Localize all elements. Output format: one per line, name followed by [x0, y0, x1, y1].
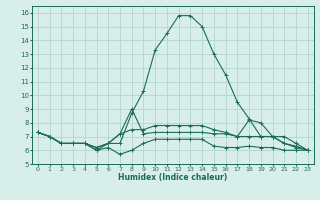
- X-axis label: Humidex (Indice chaleur): Humidex (Indice chaleur): [118, 173, 228, 182]
